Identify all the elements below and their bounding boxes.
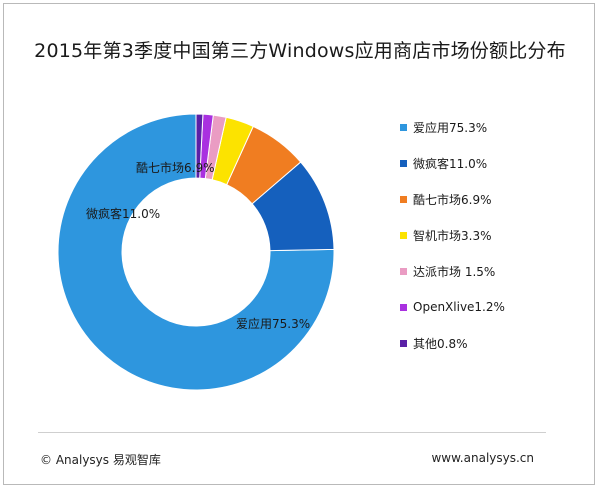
legend-swatch xyxy=(400,231,407,239)
legend-swatch xyxy=(400,339,407,347)
legend-label: 酷七市场6.9% xyxy=(413,192,492,207)
copyright-text: © Analysys 易观智库 xyxy=(40,453,161,467)
legend-label: 其他0.8% xyxy=(413,336,468,351)
legend-swatch xyxy=(400,303,407,311)
legend-swatch xyxy=(400,195,407,203)
data-label-1: 微疯客11.0% xyxy=(86,206,160,221)
legend-label: 智机市场3.3% xyxy=(413,228,492,243)
legend-item: 酷七市场6.9% xyxy=(400,189,590,209)
footer-divider xyxy=(38,432,546,433)
legend-item: 达派市场 1.5% xyxy=(400,261,590,281)
legend-item: 智机市场3.3% xyxy=(400,225,590,245)
source-url: www.analysys.cn xyxy=(431,451,534,465)
legend-swatch xyxy=(400,123,407,131)
legend-label: 爱应用75.3% xyxy=(413,120,488,135)
legend-item: OpenXlive1.2% xyxy=(400,297,590,317)
data-label-0: 爱应用75.3% xyxy=(236,316,310,331)
legend-label: OpenXlive1.2% xyxy=(413,300,505,314)
legend-swatch xyxy=(400,267,407,275)
legend-label: 达派市场 1.5% xyxy=(413,264,496,279)
data-label-2: 酷七市场6.9% xyxy=(136,160,215,175)
chart-title: 2015年第3季度中国第三方Windows应用商店市场份额比分布 xyxy=(34,40,566,62)
legend-item: 微疯客11.0% xyxy=(400,153,590,173)
donut-slice-0 xyxy=(57,113,335,391)
legend-item: 爱应用75.3% xyxy=(400,117,590,137)
legend-item: 其他0.8% xyxy=(400,333,590,353)
legend-label: 微疯客11.0% xyxy=(413,156,488,171)
donut-slice-6 xyxy=(195,113,204,179)
legend-swatch xyxy=(400,159,407,167)
